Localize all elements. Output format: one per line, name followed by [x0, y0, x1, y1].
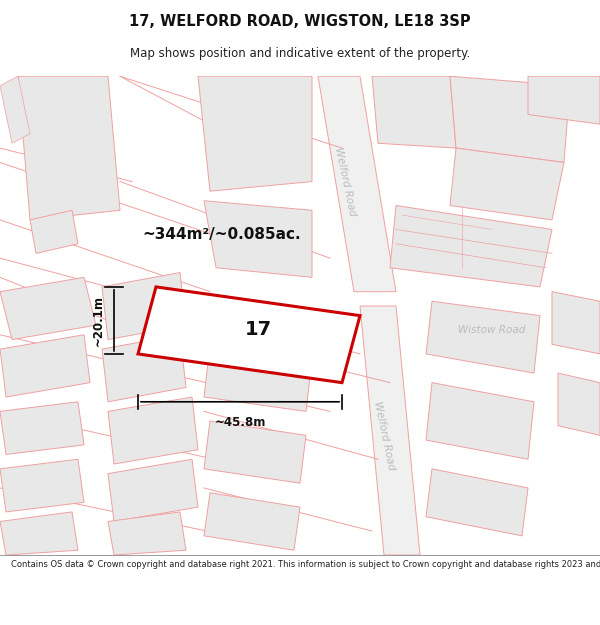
Polygon shape: [558, 373, 600, 435]
Polygon shape: [450, 148, 564, 220]
Polygon shape: [138, 287, 360, 382]
Polygon shape: [372, 76, 456, 148]
Text: Welford Road: Welford Road: [333, 146, 357, 217]
Text: ~344m²/~0.085ac.: ~344m²/~0.085ac.: [143, 227, 301, 242]
Polygon shape: [204, 492, 300, 550]
Text: Welford Road: Welford Road: [372, 400, 396, 471]
Polygon shape: [204, 201, 312, 278]
Polygon shape: [0, 459, 84, 512]
Polygon shape: [0, 278, 96, 339]
Polygon shape: [108, 397, 198, 464]
Polygon shape: [18, 76, 120, 220]
Polygon shape: [390, 206, 552, 287]
Polygon shape: [0, 335, 90, 397]
Polygon shape: [426, 301, 540, 373]
Text: Wistow Road: Wistow Road: [458, 325, 526, 335]
Text: Contains OS data © Crown copyright and database right 2021. This information is : Contains OS data © Crown copyright and d…: [11, 560, 600, 569]
Polygon shape: [0, 76, 30, 143]
Polygon shape: [552, 292, 600, 354]
Text: Map shows position and indicative extent of the property.: Map shows position and indicative extent…: [130, 48, 470, 60]
Polygon shape: [360, 306, 420, 555]
Polygon shape: [0, 402, 84, 454]
Text: 17: 17: [244, 321, 272, 339]
Polygon shape: [426, 469, 528, 536]
Polygon shape: [198, 76, 312, 191]
Polygon shape: [102, 272, 186, 339]
Polygon shape: [204, 421, 306, 483]
Text: ~45.8m: ~45.8m: [214, 416, 266, 429]
Polygon shape: [528, 76, 600, 124]
Polygon shape: [30, 210, 78, 253]
Polygon shape: [450, 76, 570, 162]
Polygon shape: [204, 344, 312, 411]
Polygon shape: [108, 459, 198, 521]
Polygon shape: [108, 512, 186, 555]
Polygon shape: [0, 512, 78, 555]
Text: ~20.1m: ~20.1m: [92, 295, 105, 346]
Polygon shape: [318, 76, 396, 292]
Polygon shape: [426, 382, 534, 459]
Polygon shape: [102, 335, 186, 402]
Text: 17, WELFORD ROAD, WIGSTON, LE18 3SP: 17, WELFORD ROAD, WIGSTON, LE18 3SP: [129, 14, 471, 29]
